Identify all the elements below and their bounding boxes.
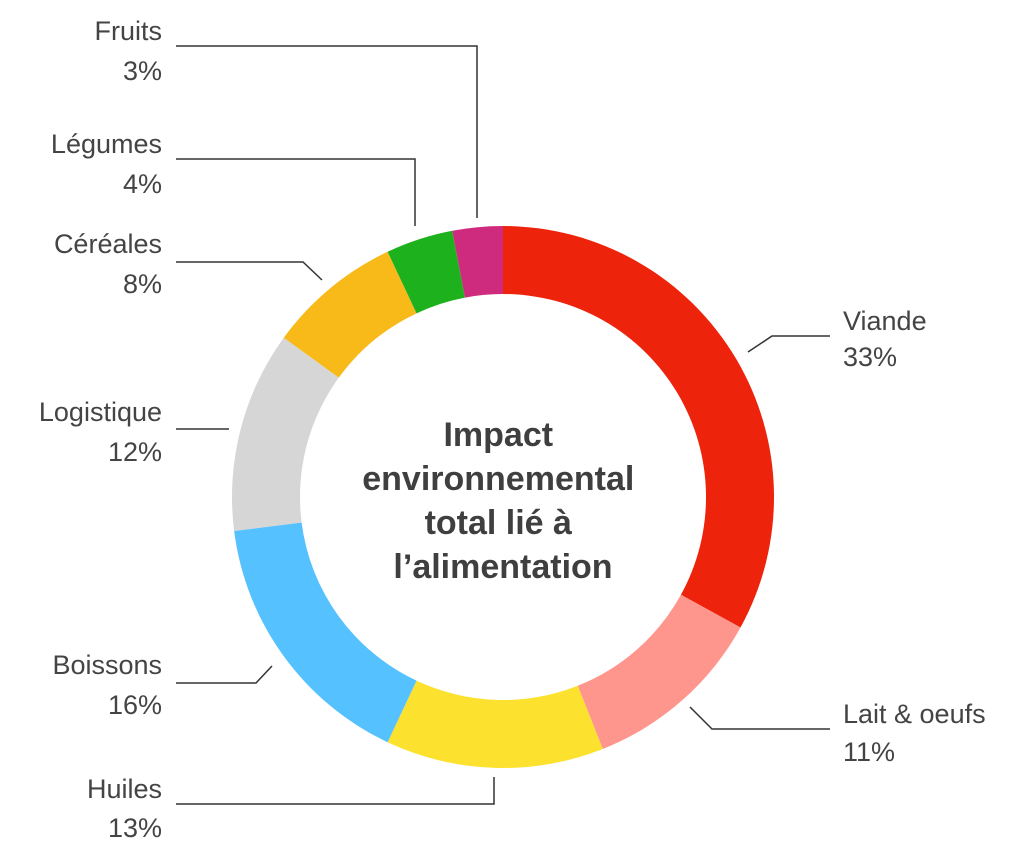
leader-line-huiles [176,777,495,805]
slice-fruits [452,226,503,298]
slice-name-cereales: Céréales [54,229,162,259]
slice-value-fruits: 3% [123,56,162,86]
center-label-line: total lié à [425,504,572,542]
slice-lait-oeufs [577,594,741,749]
slice-value-lait-oeufs: 11% [843,737,895,767]
leader-line-fruits [176,45,478,218]
slice-value-boissons: 16% [108,690,162,720]
slice-value-viande: 33% [843,342,897,372]
slice-name-viande: Viande [843,306,927,336]
leader-line-lait-oeufs [689,706,830,730]
slice-name-logistique: Logistique [39,397,162,427]
slice-logistique [232,337,339,531]
slice-value-legumes: 4% [123,169,162,199]
slice-name-fruits: Fruits [95,16,163,46]
slice-value-logistique: 12% [108,437,162,467]
slice-name-boissons: Boissons [52,650,162,680]
center-label-line: Impact [443,416,553,454]
slice-name-legumes: Légumes [51,129,162,159]
slice-boissons [234,522,417,743]
leader-line-boissons [176,665,273,684]
slice-value-cereales: 8% [123,269,162,299]
center-label: Impact environnemental total lié à l’ali… [362,416,644,586]
slice-labels: Viande 33% Lait & oeufs 11% Huiles 13% Boisson… [39,16,986,843]
center-label-line: environnemental [362,460,634,498]
leader-line-legumes [176,158,416,226]
slice-viande [503,226,774,628]
slice-name-lait-oeufs: Lait & oeufs [843,699,986,729]
leader-line-viande [747,335,830,353]
leader-line-cereales [176,261,323,281]
donut-slices [232,226,774,769]
leader-lines [176,45,830,805]
slice-value-huiles: 13% [108,813,162,843]
slice-name-huiles: Huiles [87,774,162,804]
center-label-line: l’alimentation [393,548,612,586]
slice-huiles [387,680,603,769]
slice-legumes [387,230,465,314]
slice-cereales [283,251,417,378]
